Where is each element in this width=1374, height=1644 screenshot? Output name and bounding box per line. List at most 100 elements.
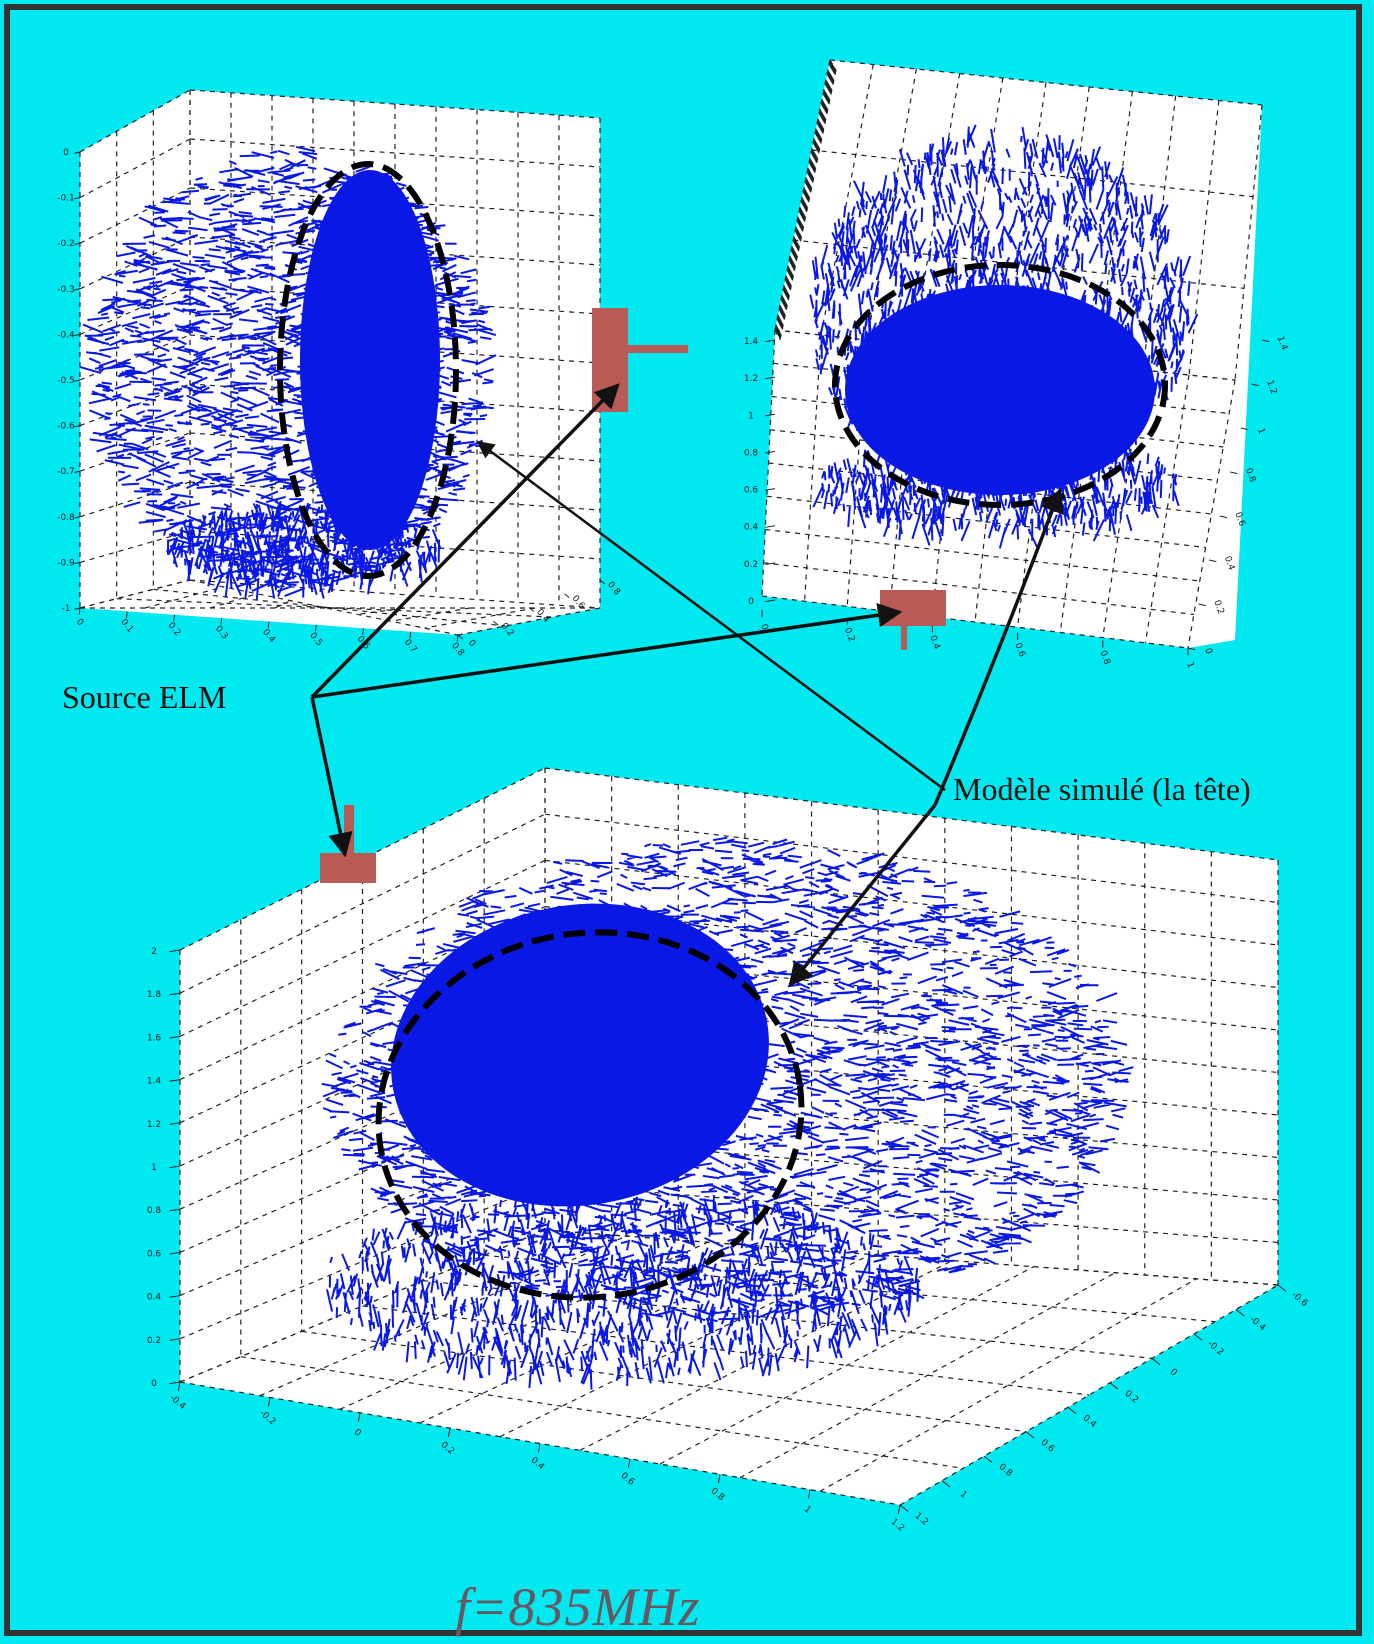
tr-y-tick-mark bbox=[1261, 339, 1270, 343]
bt-floor-gridline bbox=[179, 1381, 901, 1506]
tr-x-tick-label: 0.4 bbox=[927, 634, 941, 651]
tr-z-tick-mark bbox=[765, 413, 776, 417]
tl-z-tick-mark bbox=[74, 561, 81, 565]
tl-z-tick-mark bbox=[74, 379, 81, 382]
bt-z-tick-mark bbox=[169, 1035, 181, 1039]
tl-floor-gridline bbox=[153, 588, 506, 627]
plot-top-right: 00.20.40.60.811.21.40 0.2 0.4 0.6 0.8 100.20.… bbox=[744, 59, 1289, 670]
tr-x-tick-label: 0.6 bbox=[1012, 642, 1026, 659]
tl-back-wall-gridline bbox=[189, 187, 601, 217]
tl-left-wall-gridline bbox=[79, 285, 191, 335]
bt-y-tick-label: 0.2 bbox=[1123, 1389, 1140, 1406]
bt-z-tick-mark bbox=[169, 1338, 181, 1341]
tr-x-tick-label: 1 bbox=[1184, 661, 1195, 670]
tl-x-tick-label: 0.5 bbox=[307, 631, 324, 648]
bt-vectors-bottom bbox=[326, 1192, 920, 1390]
tl-floor-gridline bbox=[116, 598, 553, 618]
tl-y-tick-label: 0.8 bbox=[605, 580, 622, 598]
bt-left-wall-gridline bbox=[179, 1183, 546, 1340]
bt-y-tick-mark bbox=[1151, 1357, 1161, 1366]
bt-x-tick-label: 0.4 bbox=[529, 1456, 547, 1473]
tr-top-gridline bbox=[829, 59, 1263, 106]
tl-z-tick-mark bbox=[74, 242, 81, 245]
bt-floor-gridline bbox=[240, 1356, 964, 1469]
tl-z-tick-mark bbox=[74, 516, 81, 519]
tl-back-wall-gridline bbox=[189, 432, 601, 462]
bt-z-tick-label: 0 bbox=[151, 1379, 157, 1389]
tr-y-tick-mark bbox=[1187, 647, 1196, 651]
tr-z-tick-mark bbox=[765, 339, 776, 343]
bt-y-tick-label: 0.6 bbox=[1039, 1438, 1057, 1455]
arrow-source-to-bottom bbox=[310, 696, 353, 858]
plot-bottom-head-outline bbox=[375, 929, 805, 1301]
tl-x-tick-mark bbox=[409, 631, 412, 639]
bt-z-tick-label: 2 bbox=[151, 947, 157, 957]
bt-y-tick-label: 1 bbox=[958, 1489, 969, 1500]
tl-z-tick-label: 0 bbox=[63, 148, 69, 158]
bt-y-tick-mark bbox=[1277, 1284, 1287, 1292]
tl-back-wall-gridline bbox=[189, 138, 601, 168]
tr-y-tick-mark bbox=[1240, 427, 1249, 431]
tl-x-tick-mark bbox=[220, 618, 223, 625]
tl-back-wall-gridline bbox=[189, 530, 601, 560]
bt-z-tick-label: 1 bbox=[151, 1163, 157, 1173]
tr-y-tick-mark bbox=[1251, 383, 1259, 387]
plot-top-left: 0-0.1-0.2-0.3-0.4-0.5-0.6-0.7-0.8-0.9-10… bbox=[57, 89, 688, 659]
bt-z-tick-mark bbox=[169, 1122, 181, 1125]
bt-z-tick-mark bbox=[169, 992, 181, 996]
tl-back-wall-gridline bbox=[189, 481, 601, 511]
frequency-label: f=835MHz bbox=[455, 1577, 700, 1637]
tl-z-tick-mark bbox=[74, 470, 81, 473]
tl-left-wall-gridline bbox=[79, 187, 191, 244]
arrow-model-to-top-right bbox=[933, 487, 1064, 806]
tr-y-tick-mark bbox=[1219, 515, 1228, 519]
tr-y-tick-label: 1.4 bbox=[1275, 335, 1289, 352]
tr-y-tick-label: 0.4 bbox=[1222, 555, 1236, 572]
bt-y-tick-mark bbox=[1025, 1431, 1035, 1439]
tr-top-gridline bbox=[1188, 100, 1220, 376]
bt-z-tick-label: 0.2 bbox=[147, 1336, 161, 1346]
tl-y-tick-mark bbox=[599, 579, 606, 585]
bt-x-tick-mark bbox=[177, 1381, 181, 1391]
bt-x-tick-label: 0.6 bbox=[619, 1471, 637, 1488]
tl-z-tick-mark bbox=[74, 151, 81, 154]
bt-y-tick-label: 0 bbox=[1168, 1367, 1179, 1379]
bt-x-tick-label: 0.2 bbox=[439, 1440, 456, 1457]
tl-x-tick-label: 0.3 bbox=[213, 624, 230, 641]
tr-y-tick-label: 1 bbox=[1255, 427, 1266, 436]
bt-x-tick-mark bbox=[717, 1474, 721, 1484]
tr-z-tick-mark bbox=[765, 599, 776, 603]
tr-face-gridline bbox=[761, 595, 1189, 649]
tr-vectors-bottom bbox=[812, 433, 1180, 549]
tl-left-wall-gridline bbox=[79, 89, 191, 153]
tl-z-tick-label: -0.7 bbox=[57, 467, 75, 477]
tr-z-tick-label: 1.2 bbox=[744, 374, 758, 384]
tr-z-tick-label: 0.6 bbox=[744, 486, 759, 496]
tr-z-tick-mark bbox=[765, 376, 776, 380]
bt-y-tick-mark bbox=[899, 1504, 909, 1512]
tl-x-tick-label: 0.8 bbox=[449, 641, 466, 659]
bt-left-wall-gridline bbox=[179, 859, 546, 1037]
tr-y-tick-mark bbox=[1198, 603, 1206, 607]
bt-x-tick-mark bbox=[267, 1397, 271, 1407]
bt-z-tick-mark bbox=[169, 1251, 181, 1255]
tl-floor-gridline bbox=[390, 607, 471, 622]
tl-z-tick-label: -0.8 bbox=[57, 513, 75, 523]
tr-y-tick-label: 1.2 bbox=[1264, 379, 1278, 396]
tl-x-tick-mark bbox=[314, 624, 317, 632]
bt-z-tick-mark bbox=[169, 1079, 181, 1082]
tl-z-tick-label: -0.6 bbox=[57, 422, 75, 432]
tl-back-wall-gridline bbox=[189, 285, 601, 315]
tl-x-tick-label: 0 bbox=[74, 617, 86, 628]
tl-z-tick-mark bbox=[74, 607, 81, 610]
tl-floor-gridline bbox=[144, 586, 224, 609]
bt-z-tick-label: 1.4 bbox=[147, 1077, 162, 1087]
tl-x-tick-mark bbox=[173, 614, 175, 622]
tr-z-tick-label: 0.2 bbox=[744, 560, 758, 570]
tr-z-tick-label: 1.4 bbox=[744, 337, 759, 347]
tl-x-tick-mark bbox=[267, 621, 270, 628]
tl-x-tick-mark bbox=[362, 628, 364, 635]
tl-back-wall-gridline bbox=[189, 579, 601, 609]
tl-z-tick-label: -0.5 bbox=[57, 376, 75, 386]
tr-z-tick-mark bbox=[765, 525, 776, 528]
